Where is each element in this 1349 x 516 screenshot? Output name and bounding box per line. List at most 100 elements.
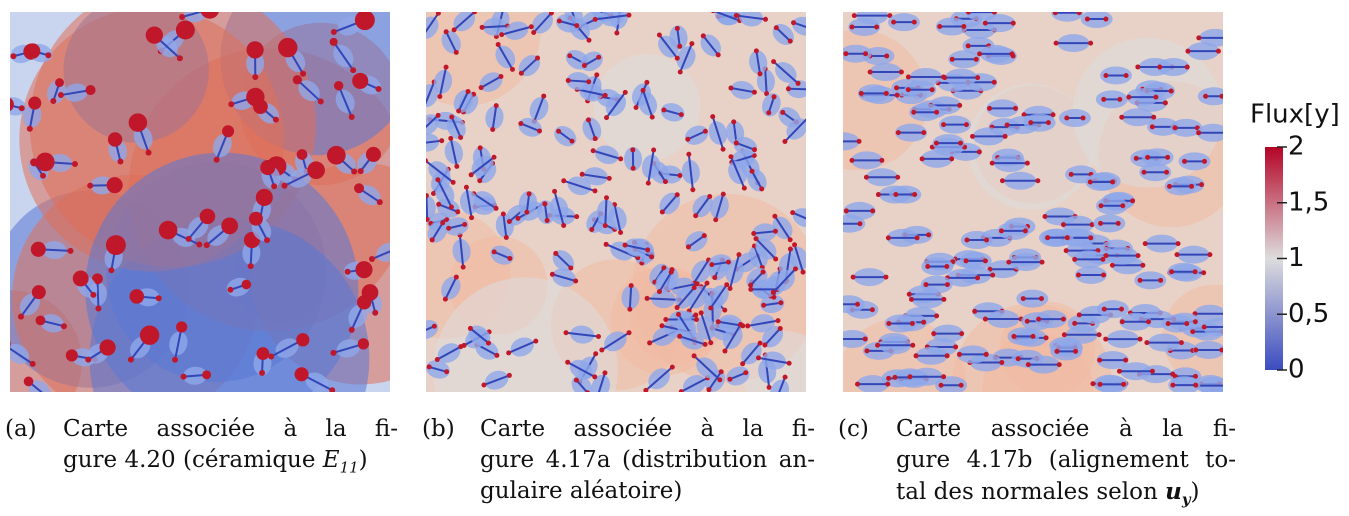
map-tip [529,24,534,29]
map-tip [589,227,594,232]
map-tip [221,217,238,234]
map-tip [566,78,571,83]
map-tip [36,153,55,172]
map-tip [607,176,612,181]
map-tip [355,261,372,278]
map-tip [271,183,277,189]
map-tip [870,307,875,312]
map-tip [10,53,16,59]
map-tip [975,275,980,280]
map-tip [884,54,889,59]
map-tip [678,70,683,75]
map-tip [663,317,668,322]
map-tip [721,192,726,197]
map-tip [788,247,793,252]
map-tip [27,126,33,132]
map-tip [876,192,881,197]
map-tip [1199,182,1204,187]
map-tip [1146,319,1151,324]
map-tip [330,38,338,46]
map-tip [863,336,868,341]
map-tip [957,352,962,357]
map-tip [366,147,381,162]
map-tip [618,156,623,161]
map-tip [604,195,609,200]
map-tip [1150,369,1155,374]
map-tip [844,208,849,213]
map-tip [593,136,598,141]
map-tip [592,374,597,379]
map-tip [443,297,448,302]
map-tip [1117,369,1122,374]
map-tip [1193,319,1198,324]
map-tip [561,178,566,183]
map-tip [28,97,41,110]
map-tip [1040,260,1045,265]
caption-text: Carte associée à la fi- [480,416,815,442]
map-tip [920,156,925,161]
map-tip [349,114,355,120]
map-tip [645,296,650,301]
map-tip [750,169,755,174]
map-tip [252,74,258,80]
map-tip [864,348,869,353]
map-tip [494,206,499,211]
map-tip [1044,335,1049,340]
map-tip [722,308,727,313]
map-tip [1169,269,1174,274]
map-tip [449,204,454,209]
map-tip [510,67,515,72]
map-tip [1054,41,1059,46]
map-tip [602,370,607,375]
map-tip [456,109,461,114]
map-tip [984,352,989,357]
map-tip [1054,349,1059,354]
map-tip [906,74,911,79]
map-tip [574,378,579,383]
map-tip [728,86,733,91]
map-tip [959,383,964,388]
map-tip [458,135,463,140]
map-tip [1119,307,1124,312]
math-sub: 11 [340,459,359,477]
map-tip [964,258,969,263]
map-tip [1028,120,1033,125]
map-tip [478,145,483,150]
colorbar: Flux[y] 21,510,50 [1250,95,1345,395]
map-tip [1202,325,1207,330]
map-tip [728,154,733,159]
map-tip [650,115,655,120]
map-tip [260,160,275,175]
map-tip [1196,130,1201,135]
map-tip [36,315,46,325]
map-tip [896,130,901,135]
map-tip [722,349,727,354]
map-tip [1076,272,1081,277]
map-tip [452,27,457,32]
map-tip [907,292,912,297]
map-tip [557,19,562,24]
map-tip [908,374,913,379]
map-tip [444,65,449,70]
map-tip [677,334,682,339]
caption-text: Carte associée à la fi- [896,416,1236,442]
map-tip [899,70,904,75]
map-tip [712,275,717,280]
map-tip [1145,155,1150,160]
map-tip [435,357,440,362]
map-tip [177,55,183,61]
caption-text: gure 4.17a (distribution an- [480,447,815,473]
map-tip [863,51,868,56]
map-tip [716,52,721,57]
map-tip [1169,89,1174,94]
map-tip [55,78,64,87]
map-tip [594,72,599,77]
map-tip [646,181,651,186]
map-tip [752,147,757,152]
map-tip [330,350,336,356]
map-tip [934,110,939,115]
map-tip [724,282,729,287]
map-tip [599,348,604,353]
map-tip [892,375,897,380]
map-tip [964,237,969,242]
